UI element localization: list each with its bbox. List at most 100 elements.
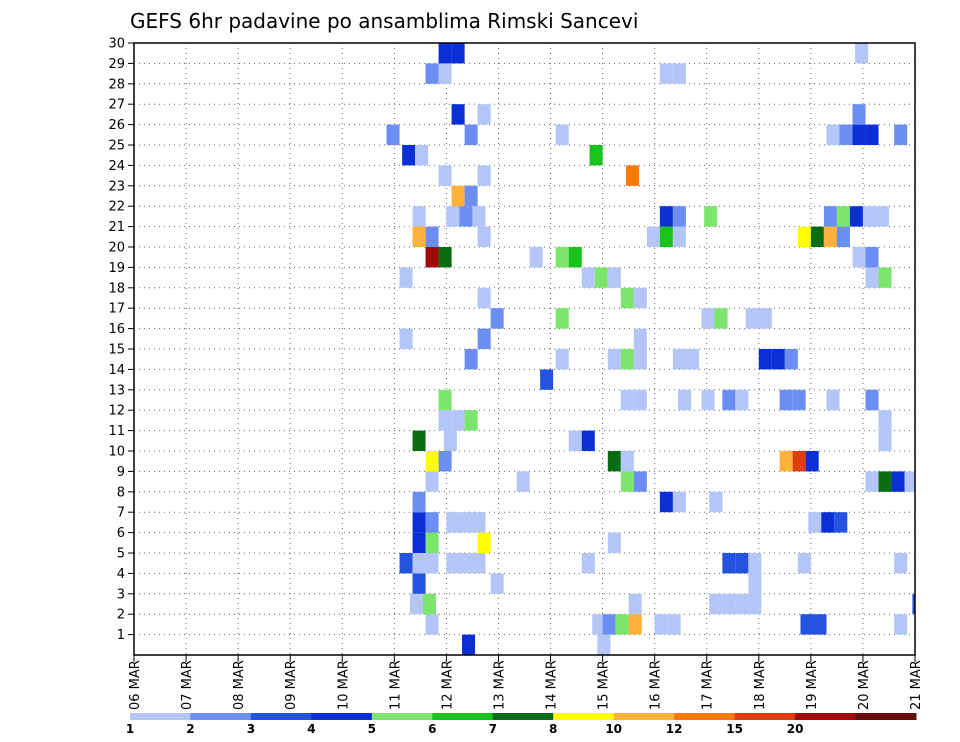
data-cell: [472, 206, 486, 227]
data-cell: [438, 63, 452, 84]
data-cell: [422, 593, 436, 615]
data-cell: [555, 308, 569, 329]
data-cell: [607, 267, 621, 288]
data-cell: [472, 553, 486, 574]
data-cell: [667, 614, 681, 635]
data-cell: [865, 124, 879, 145]
data-cell: [568, 430, 582, 451]
colorbar-label: 5: [368, 722, 376, 736]
data-cell: [878, 410, 892, 431]
data-cell: [459, 512, 473, 533]
data-cell: [792, 389, 806, 411]
data-cell: [865, 471, 879, 492]
data-cell: [446, 512, 460, 533]
data-cell: [620, 471, 634, 492]
data-cell: [735, 553, 749, 574]
data-cell: [659, 63, 673, 84]
data-cell: [745, 308, 759, 329]
y-tick-label: 13: [108, 383, 125, 398]
y-tick-label: 30: [108, 37, 125, 52]
y-tick-label: 21: [108, 220, 125, 235]
data-cell: [826, 389, 840, 411]
data-cell: [412, 206, 426, 227]
y-tick-label: 20: [108, 241, 125, 256]
y-tick-label: 12: [108, 404, 125, 419]
data-cell: [472, 512, 486, 533]
y-tick-label: 25: [108, 139, 125, 154]
data-cell: [836, 226, 850, 247]
data-cell: [878, 471, 892, 492]
data-cell: [425, 512, 439, 533]
data-cell: [477, 104, 491, 125]
data-cell: [425, 63, 439, 84]
data-cell: [592, 614, 606, 635]
data-cell: [758, 308, 772, 329]
y-tick-label: 22: [108, 200, 125, 215]
y-tick-label: 10: [108, 445, 125, 460]
data-cells: [386, 43, 915, 655]
data-cell: [443, 430, 457, 451]
data-cell: [654, 614, 668, 635]
colorbar-label: 4: [307, 722, 315, 736]
data-cell: [399, 267, 413, 288]
colorbar-segment: [734, 713, 796, 720]
data-cell: [425, 451, 439, 472]
data-cell: [758, 349, 772, 370]
y-axis-ticks: 1234567891011121314151617181920212223242…: [108, 37, 134, 643]
data-cell: [620, 287, 634, 309]
data-cell: [459, 553, 473, 574]
data-cell: [626, 165, 640, 186]
data-cell: [615, 614, 629, 635]
data-cell: [620, 451, 634, 472]
data-cell: [714, 308, 728, 329]
data-cell: [399, 328, 413, 349]
data-cell: [855, 43, 869, 64]
data-cell: [451, 185, 465, 207]
colorbar-segment: [855, 713, 917, 720]
y-tick-label: 7: [117, 506, 125, 521]
data-cell: [852, 247, 866, 268]
data-cell: [685, 349, 699, 370]
data-cell: [672, 349, 686, 370]
data-cell: [386, 124, 400, 145]
data-cell: [875, 206, 889, 227]
data-cell: [594, 267, 608, 288]
y-tick-label: 1: [117, 628, 125, 643]
data-cell: [878, 430, 892, 451]
data-cell: [633, 349, 647, 370]
data-cell: [555, 247, 569, 268]
data-cell: [477, 287, 491, 309]
data-cell: [672, 206, 686, 227]
data-cell: [704, 206, 718, 227]
data-cell: [862, 206, 876, 227]
data-cell: [878, 267, 892, 288]
data-cell: [438, 43, 452, 64]
data-cell: [425, 247, 439, 268]
data-cell: [477, 328, 491, 349]
y-tick-label: 16: [108, 322, 125, 337]
data-cell: [748, 593, 762, 615]
data-cell: [852, 124, 866, 145]
data-cell: [797, 226, 811, 247]
x-tick-label: 14 MAR: [545, 660, 560, 710]
data-cell: [709, 593, 723, 615]
data-cell: [602, 614, 616, 635]
colorbar-label: 10: [605, 722, 622, 736]
data-cell: [412, 553, 426, 574]
colorbar-segment: [674, 713, 736, 720]
y-tick-label: 23: [108, 179, 125, 194]
y-tick-label: 17: [108, 302, 125, 317]
colorbar-segment: [492, 713, 554, 720]
x-tick-label: 06 MAR: [128, 660, 143, 710]
data-cell: [659, 226, 673, 247]
grid: [134, 43, 915, 655]
colorbar-label: 6: [428, 722, 436, 736]
colorbar-segment: [130, 713, 191, 720]
data-cell: [865, 389, 879, 411]
data-cell: [839, 124, 853, 145]
data-cell: [722, 593, 736, 615]
data-cell: [540, 369, 554, 390]
y-tick-label: 11: [108, 424, 125, 439]
x-axis-ticks: 06 MAR 07 MAR 08 MAR 09 MAR 10 MAR 11 MAR 12 M…: [128, 655, 924, 710]
